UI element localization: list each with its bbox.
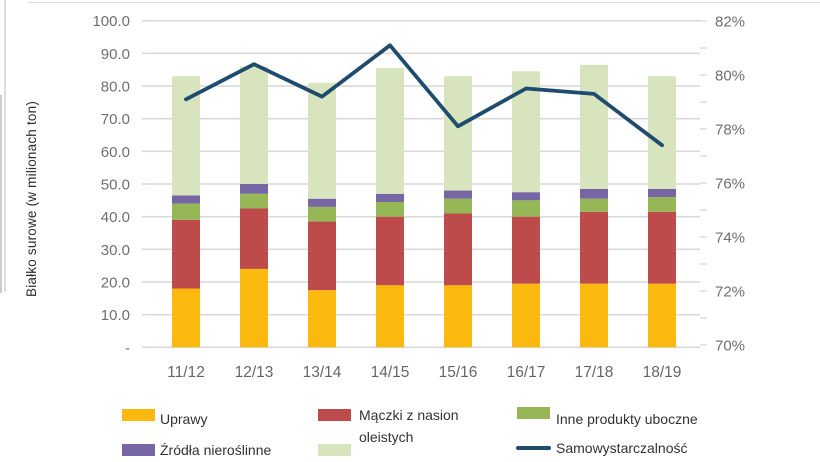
bar-segment [580, 188, 608, 199]
bar-segment [648, 188, 676, 198]
bar-segment [172, 219, 200, 289]
scan-artifact-top-border [28, 2, 820, 3]
left-axis-tick-label: 40.0 [101, 209, 130, 226]
bar-segment [172, 203, 200, 220]
bar-segment [240, 193, 268, 209]
right-axis-tick-label: 78% [715, 122, 745, 139]
left-axis-tick-label: - [125, 340, 130, 357]
bar-segment [444, 198, 472, 214]
left-axis-tick-label: 80.0 [101, 79, 130, 96]
bar-segment [308, 221, 336, 291]
bar-segment [376, 201, 404, 217]
right-axis-tick-label: 76% [715, 176, 745, 193]
right-axis-tick-label: 80% [715, 68, 745, 85]
x-axis-label: 11/12 [167, 364, 205, 381]
right-axis-tick-label: 70% [715, 338, 745, 355]
left-axis-tick-label: 30.0 [101, 242, 130, 259]
legend-label-zrodla-nieroslinne: Źródła nieroślinne [160, 442, 272, 458]
bar-segment [308, 198, 336, 207]
bar-segment [512, 192, 540, 201]
bar-segment [512, 200, 540, 217]
bar-segment [648, 283, 676, 348]
bar-segment [648, 211, 676, 284]
legend-label-inne-produkty: Inne produkty uboczne [556, 411, 698, 427]
left-axis-tick-label: 10.0 [101, 307, 130, 324]
bar-segment [172, 288, 200, 348]
bar-segment [240, 184, 268, 194]
bar-segment [444, 213, 472, 286]
bar-segment [308, 82, 336, 199]
right-axis-tick-label: 74% [715, 230, 745, 247]
legend-swatch-uprawy [122, 409, 155, 421]
bar-segment [308, 290, 336, 348]
x-axis-label: 14/15 [371, 364, 410, 381]
bar-segment [580, 64, 608, 189]
x-axis-label: 15/16 [439, 364, 478, 381]
bar-segment [648, 76, 676, 189]
x-axis-label: 18/19 [643, 364, 682, 381]
bar-segment [512, 216, 540, 284]
right-axis-tick-label: 82% [715, 14, 745, 31]
left-axis-tick-label: 50.0 [101, 177, 130, 194]
bar-segment [444, 76, 472, 191]
legend-swatch-inne-produkty [517, 407, 550, 419]
bar-segment [512, 283, 540, 348]
bar-segment [376, 285, 404, 348]
bar-segment [376, 68, 404, 194]
scan-artifact-left-border [4, 0, 6, 292]
bar-segment [444, 285, 472, 348]
bar-segment [444, 190, 472, 199]
right-axis-tick-label: 72% [715, 284, 745, 301]
bar-segment [172, 195, 200, 204]
legend-label-uprawy: Uprawy [160, 411, 208, 427]
bar-segment [580, 211, 608, 284]
left-axis-tick-label: 90.0 [101, 46, 130, 63]
bar-segment [580, 198, 608, 212]
left-axis-tick-label: 70.0 [101, 111, 130, 128]
bar-segment [376, 216, 404, 286]
bar-segment [308, 206, 336, 222]
legend-label-oleistych: oleistych [359, 429, 414, 445]
x-axis-label: 17/18 [575, 364, 614, 381]
bar-segment [512, 71, 540, 193]
self-sufficiency-line [184, 43, 664, 148]
x-axis-label: 16/17 [507, 364, 546, 381]
bar-segment [376, 193, 404, 202]
x-axis-label: 12/13 [235, 364, 274, 381]
x-axis-label: 13/14 [303, 364, 342, 381]
legend-swatch-oleistych [318, 444, 351, 456]
bar-segment [240, 268, 268, 348]
bar-segment [648, 197, 676, 212]
bar-segment [580, 283, 608, 348]
legend-swatch-zrodla-nieroslinne [122, 444, 155, 456]
scan-artifact-left-border2 [0, 95, 2, 293]
legend-label-samowystarczalnosc: Samowystarczalność [556, 440, 688, 456]
legend-label-maczki-z-nasion: Mączki z nasion [359, 407, 459, 423]
bar-segment [240, 208, 268, 269]
legend-swatch-maczki-z-nasion [318, 409, 351, 421]
left-axis-tick-label: 20.0 [101, 274, 130, 291]
left-axis-tick-label: 60.0 [101, 144, 130, 161]
bar-segment [240, 66, 268, 184]
legend-line-swatch-samowystarczalnosc [516, 446, 551, 450]
left-axis-tick-label: 100.0 [92, 13, 130, 30]
